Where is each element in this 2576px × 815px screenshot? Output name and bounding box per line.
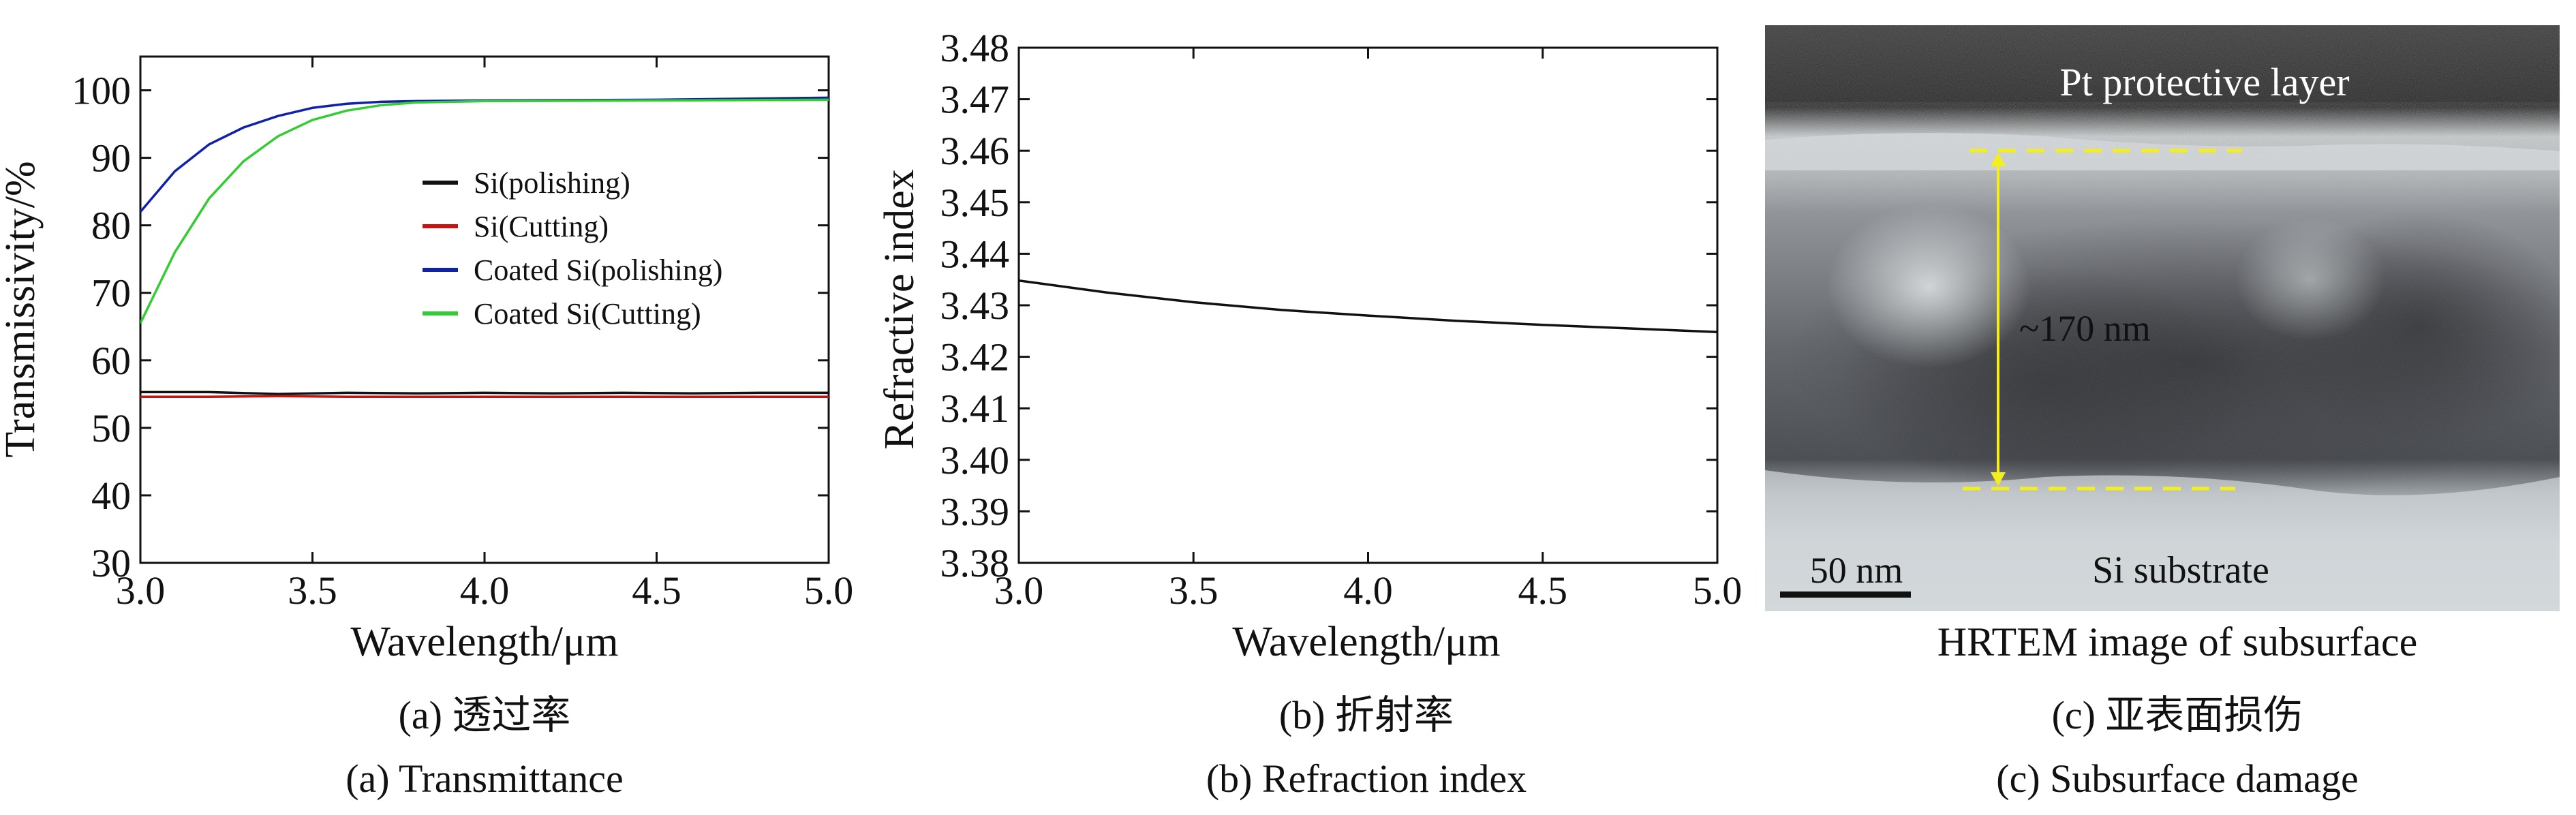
tem-image: Pt protective layer ~170 nm 50 nm Si sub… — [1765, 25, 2560, 611]
y-tick-label: 3.45 — [940, 181, 1010, 225]
x-tick-label: 4.5 — [632, 568, 681, 613]
series-line-si-polishing- — [140, 390, 829, 396]
y-tick-label: 3.41 — [940, 386, 1010, 431]
x-tick-label: 3.5 — [1169, 568, 1218, 613]
caption-a-en: (a) Transmittance — [346, 756, 624, 801]
series-line-coated-si-cutting- — [140, 98, 829, 324]
y-tick-label: 3.39 — [940, 489, 1010, 534]
legend-label: Coated Si(Cutting) — [474, 297, 701, 330]
series-line-si-cutting- — [140, 395, 829, 399]
x-tick-label: 3.0 — [116, 568, 166, 613]
y-tick-label: 3.47 — [940, 78, 1010, 122]
y-tick-label: 30 — [91, 541, 131, 585]
y-tick-label: 3.44 — [940, 232, 1010, 276]
legend-label: Si(polishing) — [474, 166, 630, 200]
legend-label: Coated Si(polishing) — [474, 253, 722, 287]
y-tick-label: 40 — [91, 474, 131, 518]
y-axis-label-b: Refractive index — [876, 169, 923, 449]
y-tick-label: 50 — [91, 406, 131, 450]
series-line-refractive-index — [1019, 279, 1717, 334]
caption-a-cn: (a) 透过率 — [398, 693, 571, 737]
y-axis-label-a: Transmissivity/% — [0, 161, 44, 457]
refractive-index-chart: 3.0 3.5 4.0 4.5 5.0 3.38 3.39 3.40 3.41 3.42 3.43 3… — [876, 26, 1742, 665]
tem-title: HRTEM image of subsurface — [1937, 619, 2418, 664]
scale-bar — [1780, 591, 1911, 598]
x-axis-label-b: Wavelength/μm — [1232, 619, 1500, 665]
arrow-head-down — [1991, 472, 2006, 486]
x-axis-label-a: Wavelength/μm — [350, 619, 618, 665]
scale-bar-label: 50 nm — [1810, 550, 1903, 591]
substrate-region — [1765, 470, 2560, 611]
y-tick-label: 80 — [91, 204, 131, 248]
substrate-label: Si substrate — [2092, 549, 2269, 591]
legend-label: Si(Cutting) — [474, 210, 609, 243]
caption-c-en: (c) Subsurface damage — [1996, 756, 2359, 801]
x-tick-label: 4.0 — [1343, 568, 1393, 613]
y-tick-label: 3.46 — [940, 129, 1010, 173]
arrow-head-up — [1991, 153, 2006, 166]
y-tick-label: 100 — [72, 69, 131, 113]
pt-layer-texture — [1765, 25, 2560, 138]
y-tick-label: 60 — [91, 339, 131, 383]
y-tick-label: 70 — [91, 271, 131, 316]
y-tick-label: 3.40 — [940, 438, 1010, 482]
x-tick-label: 5.0 — [804, 568, 854, 613]
x-tick-label: 4.5 — [1518, 568, 1568, 613]
x-tick-label: 3.5 — [288, 568, 337, 613]
x-tick-label: 4.0 — [460, 568, 510, 613]
caption-b-en: (b) Refraction index — [1206, 756, 1527, 801]
thickness-label: ~170 nm — [2019, 308, 2151, 349]
pt-layer-label: Pt protective layer — [2059, 60, 2349, 104]
plot-frame-b — [1017, 46, 1719, 564]
y-tick-label: 3.43 — [940, 283, 1010, 328]
y-tick-label: 3.42 — [940, 335, 1010, 380]
y-tick-label: 90 — [91, 136, 131, 181]
x-tick-label: 5.0 — [1693, 568, 1743, 613]
legend-a: Si(polishing) Si(Cutting) Coated Si(polish… — [423, 166, 722, 330]
y-tick-label: 3.48 — [940, 26, 1010, 70]
caption-b-cn: (b) 折射率 — [1278, 693, 1454, 737]
x-tick-label: 3.0 — [994, 568, 1044, 613]
y-tick-label: 3.38 — [940, 541, 1010, 585]
transmittance-chart: 3.0 3.5 4.0 4.5 5.0 30 40 50 60 70 80 90 100 Transmi… — [0, 55, 854, 665]
damage-texture — [1765, 136, 2560, 477]
caption-c-cn: (c) 亚表面损伤 — [2051, 693, 2303, 737]
